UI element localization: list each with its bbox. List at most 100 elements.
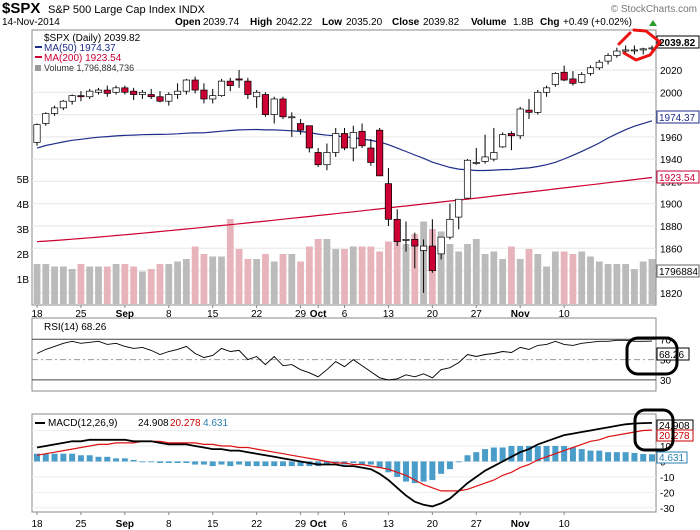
volume-bar: [587, 256, 594, 304]
macd-x-tick-label: 13: [383, 519, 395, 530]
macd-histogram-bar: [385, 461, 392, 473]
macd-histogram-bar: [631, 452, 638, 462]
candle: [534, 90, 542, 115]
volume-legend: Volume 1,796,884,736: [44, 63, 134, 73]
symbol-title: $SPX: [2, 0, 40, 17]
candle: [191, 76, 199, 94]
macd-histogram-bar: [262, 461, 269, 467]
ma200-legend-swatch: [35, 56, 42, 58]
candle-body: [463, 159, 472, 199]
up-arrow-icon: [649, 20, 657, 26]
candle-body: [613, 50, 621, 56]
volume-bar: [639, 261, 647, 304]
volume-bar: [218, 256, 225, 304]
candle-body: [569, 78, 577, 84]
macd-histogram-bar: [490, 447, 497, 462]
price-x-tick-label: 20: [427, 309, 439, 320]
volume-bar: [305, 246, 313, 304]
candle: [340, 127, 349, 151]
macd-histogram-bar: [271, 461, 278, 467]
macd-legend-title: MACD(12,26,9): [48, 418, 117, 429]
chg-label: Chg: [540, 17, 559, 28]
macd-histogram-bar: [596, 450, 603, 462]
candle-body: [411, 239, 419, 247]
candle: [376, 127, 384, 177]
macd-x-tick-label: 8: [166, 519, 172, 530]
candle-body: [586, 67, 595, 74]
ma200-legend: MA(200) 1923.54: [44, 53, 122, 64]
candle-body: [595, 61, 603, 69]
candle: [402, 221, 410, 252]
volume-bar: [613, 264, 621, 304]
volume-bar: [393, 231, 401, 304]
candle-body: [349, 132, 357, 149]
rsi-y-tick-label: 70: [660, 335, 672, 346]
candle: [630, 45, 638, 55]
volume-bar: [490, 251, 498, 304]
candle: [516, 106, 524, 140]
price-x-tick-label: 8: [166, 309, 172, 320]
candle: [288, 112, 296, 137]
candle: [639, 47, 647, 55]
candle-body: [314, 152, 322, 166]
volume-bar: [139, 271, 146, 304]
candle-body: [42, 113, 50, 124]
open-value: 2039.74: [203, 17, 240, 28]
candle-body: [217, 80, 226, 96]
candle-body: [200, 89, 208, 100]
candle-body: [261, 94, 269, 115]
quote-line: Open 2039.74 High 2042.22 Low 2035.20 Cl…: [175, 17, 632, 28]
volume-bar: [481, 254, 489, 304]
candle: [393, 209, 401, 247]
candle-body: [244, 80, 252, 95]
volume-bar: [349, 246, 357, 304]
symbol-name: S&P 500 Large Cap Index INDX: [48, 4, 206, 16]
open-label: Open: [175, 17, 201, 28]
volume-value-label: 1796884: [659, 267, 698, 278]
candle-body: [499, 134, 507, 148]
candle: [51, 105, 59, 116]
price-x-tick-label: 15: [207, 309, 219, 320]
volume-bar: [226, 219, 234, 304]
macd-value-label-box-3: [656, 451, 688, 464]
macd-histogram-bar: [218, 461, 225, 465]
candle-body: [551, 72, 559, 85]
volume-bar: [508, 246, 515, 304]
macd-histogram-bar: [508, 445, 515, 462]
macd-histogram-bar: [411, 461, 418, 484]
volume-bar: [95, 266, 102, 304]
candle: [121, 85, 129, 95]
candle-body: [578, 74, 586, 83]
candle-body: [59, 100, 67, 109]
price-y-tick-label: 1820: [660, 289, 683, 300]
candle-body: [305, 125, 313, 149]
volume-bar: [86, 266, 94, 304]
volume-tick-label: 4B: [17, 200, 30, 211]
macd-x-tick-label: 27: [471, 519, 483, 530]
volume-bar: [103, 266, 111, 304]
macd-histogram-bar: [446, 461, 453, 470]
candle: [103, 85, 111, 97]
macd-x-tick-label: Oct: [310, 519, 327, 530]
candle-body: [323, 152, 331, 166]
candle: [595, 59, 603, 70]
volume-bar: [279, 254, 287, 304]
macd-legend-signal: 20.278: [170, 418, 201, 429]
candle-body: [94, 89, 103, 93]
volume-bar: [297, 261, 304, 304]
macd-histogram-bar: [227, 461, 234, 467]
volume-bar: [622, 264, 630, 304]
volume-bar: [437, 231, 445, 304]
macd-histogram-bar: [165, 461, 172, 463]
volume-tick-label: 5B: [17, 175, 30, 186]
candle: [446, 203, 454, 240]
macd-histogram-bar: [561, 445, 568, 462]
macd-histogram-bar: [209, 461, 216, 467]
volume-bar: [235, 249, 243, 304]
candle: [323, 143, 331, 171]
price-x-tick-label: 22: [251, 309, 263, 320]
candle: [261, 92, 269, 117]
close-label: Close: [392, 17, 420, 28]
candle-body: [112, 87, 120, 93]
